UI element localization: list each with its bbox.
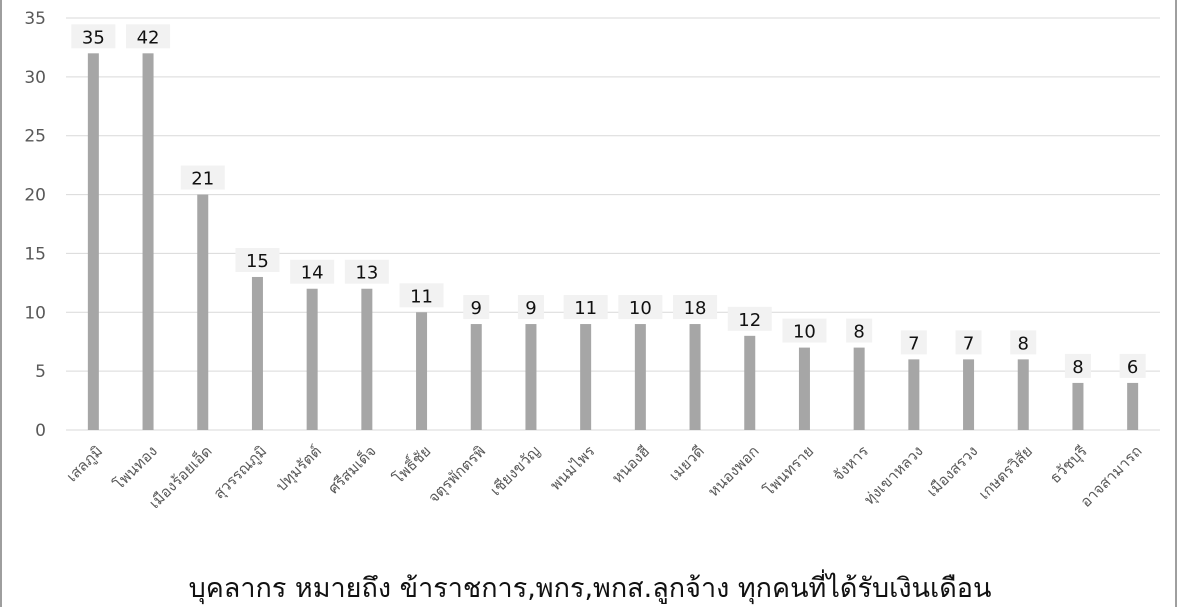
bar (1072, 382, 1084, 430)
data-label: 8 (1072, 357, 1083, 378)
x-tick-label: ธวัชบุรี (1046, 442, 1091, 487)
data-label: 18 (684, 298, 707, 319)
data-label-background (180, 165, 225, 190)
bar (963, 359, 975, 430)
bar (580, 324, 592, 430)
x-tick-label: เมืองสรวง (923, 442, 981, 500)
data-label-background (673, 295, 718, 320)
bar (361, 288, 373, 430)
data-label: 35 (82, 27, 105, 48)
y-axis-ticks: 0 5 10 15 20 25 30 35 (24, 9, 46, 441)
x-tick-label: เมยวดี (665, 442, 707, 484)
bar (470, 324, 482, 430)
data-label: 11 (574, 298, 597, 319)
data-label-background (727, 306, 772, 331)
data-label-background (126, 24, 171, 49)
x-tick-label: เสลภูมิ (63, 442, 106, 485)
data-label: 42 (137, 27, 160, 48)
x-tick-label: หนองฮี (608, 442, 653, 487)
bar (744, 335, 756, 430)
bar (251, 276, 263, 430)
data-label: 9 (525, 298, 536, 319)
x-tick-label: โพนทอง (110, 442, 161, 493)
data-label-background (846, 318, 873, 343)
data-label: 8 (1018, 333, 1029, 354)
data-label: 10 (793, 322, 816, 343)
data-label: 21 (191, 169, 214, 190)
x-tick-label: สุวรรณภูมิ (210, 442, 271, 503)
data-label-background (1010, 330, 1037, 355)
bar (525, 324, 537, 430)
y-tick-label: 35 (24, 9, 46, 29)
bar (87, 53, 99, 431)
bar (306, 288, 318, 430)
data-label: 14 (301, 263, 324, 284)
data-label: 9 (471, 298, 482, 319)
data-label-background (71, 24, 116, 49)
y-tick-label: 25 (24, 127, 46, 147)
data-label-background (235, 247, 280, 272)
data-label-background (563, 295, 608, 320)
bar (1127, 382, 1139, 430)
x-tick-label: พนมไพร (546, 442, 598, 494)
data-label: 10 (629, 298, 652, 319)
data-label-background (618, 295, 663, 320)
bar (1017, 359, 1029, 430)
bar (197, 194, 209, 430)
data-label-background (344, 259, 389, 284)
data-label-background (1064, 353, 1091, 378)
bar (142, 53, 154, 431)
data-label-background (463, 295, 490, 320)
data-label-background (782, 318, 827, 343)
data-labels: 35 42 21 15 14 13 11 9 9 11 10 18 12 10 8 7 7 8 8 6 (71, 24, 1146, 378)
data-label: 11 (410, 286, 433, 307)
y-tick-label: 10 (24, 303, 46, 323)
data-label: 13 (355, 263, 378, 284)
bar (634, 324, 646, 430)
data-label: 7 (908, 333, 919, 354)
y-tick-label: 20 (24, 186, 46, 206)
data-label-background (399, 283, 444, 308)
bar (689, 324, 701, 430)
x-tick-label: หนองพอก (704, 442, 762, 500)
bars (87, 53, 1139, 431)
data-label-background (1119, 353, 1146, 378)
x-tick-label: จังหาร (829, 442, 872, 485)
data-label: 6 (1127, 357, 1138, 378)
bar (853, 347, 865, 430)
bar (798, 347, 810, 430)
x-tick-label: โพธิ์ชัย (388, 441, 435, 488)
y-tick-label: 0 (35, 421, 46, 441)
y-tick-label: 15 (24, 244, 46, 264)
bar (416, 312, 428, 430)
x-tick-label: ศรีสมเด็จ (324, 441, 380, 497)
data-label-background (955, 330, 982, 355)
data-label-background (290, 259, 335, 284)
data-label-background (517, 295, 544, 320)
data-label: 12 (738, 310, 761, 331)
data-label: 15 (246, 251, 269, 272)
x-tick-label: เกษตรวิสัย (975, 442, 1036, 503)
bar (908, 359, 920, 430)
x-tick-label: โพนทราย (760, 442, 818, 500)
x-tick-label: เชียงขวัญ (487, 442, 544, 499)
y-tick-label: 30 (24, 68, 46, 88)
data-label-background (900, 330, 927, 355)
gridlines (66, 17, 1160, 431)
x-tick-label: ทุ่งเขาหลวง (860, 442, 927, 509)
y-tick-label: 5 (35, 362, 46, 382)
x-tick-label: ปทุมรัตต์ (272, 442, 326, 496)
data-label: 7 (963, 333, 974, 354)
chart-footnote: บุคลากร หมายถึง ข้าราชการ,พกร,พกส.ลูกจ้า… (188, 573, 992, 604)
x-tick-label: จตุรพักตรพิ (425, 442, 490, 507)
data-label: 8 (853, 322, 864, 343)
